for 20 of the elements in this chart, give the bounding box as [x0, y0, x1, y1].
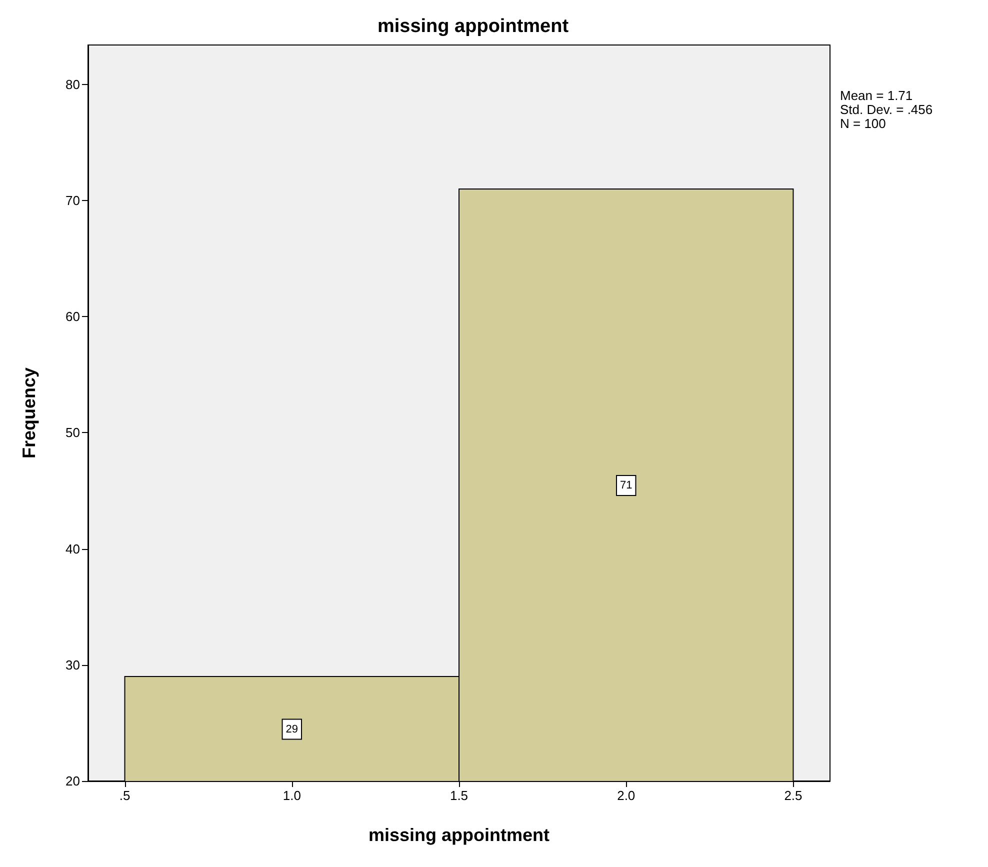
text: N = 100	[840, 116, 886, 131]
x-tick-label: 1.0	[282, 788, 301, 803]
text: Mean = 1.71	[840, 88, 913, 103]
y-tick-label: 30	[66, 657, 80, 672]
data-label: 29	[286, 723, 298, 736]
y-tick-label: 50	[66, 425, 80, 440]
x-tick-label: .5	[119, 788, 130, 803]
y-tick-label: 40	[66, 541, 80, 556]
chart-title: missing appointment	[377, 16, 570, 37]
y-tick-label: 60	[66, 309, 80, 324]
data-label: 71	[620, 479, 632, 492]
y-tick-label: 70	[66, 193, 80, 208]
y-tick-label: 20	[66, 774, 80, 788]
x-tick-label: 1.5	[450, 788, 468, 803]
x-tick-label: 2.0	[617, 788, 636, 803]
x-tick-label: 2.5	[784, 788, 802, 803]
x-axis-title: missing appointment	[368, 825, 550, 845]
text: Std. Dev. = .456	[840, 102, 933, 117]
y-axis-title: Frequency	[19, 367, 39, 459]
y-tick-label: 80	[66, 76, 80, 92]
